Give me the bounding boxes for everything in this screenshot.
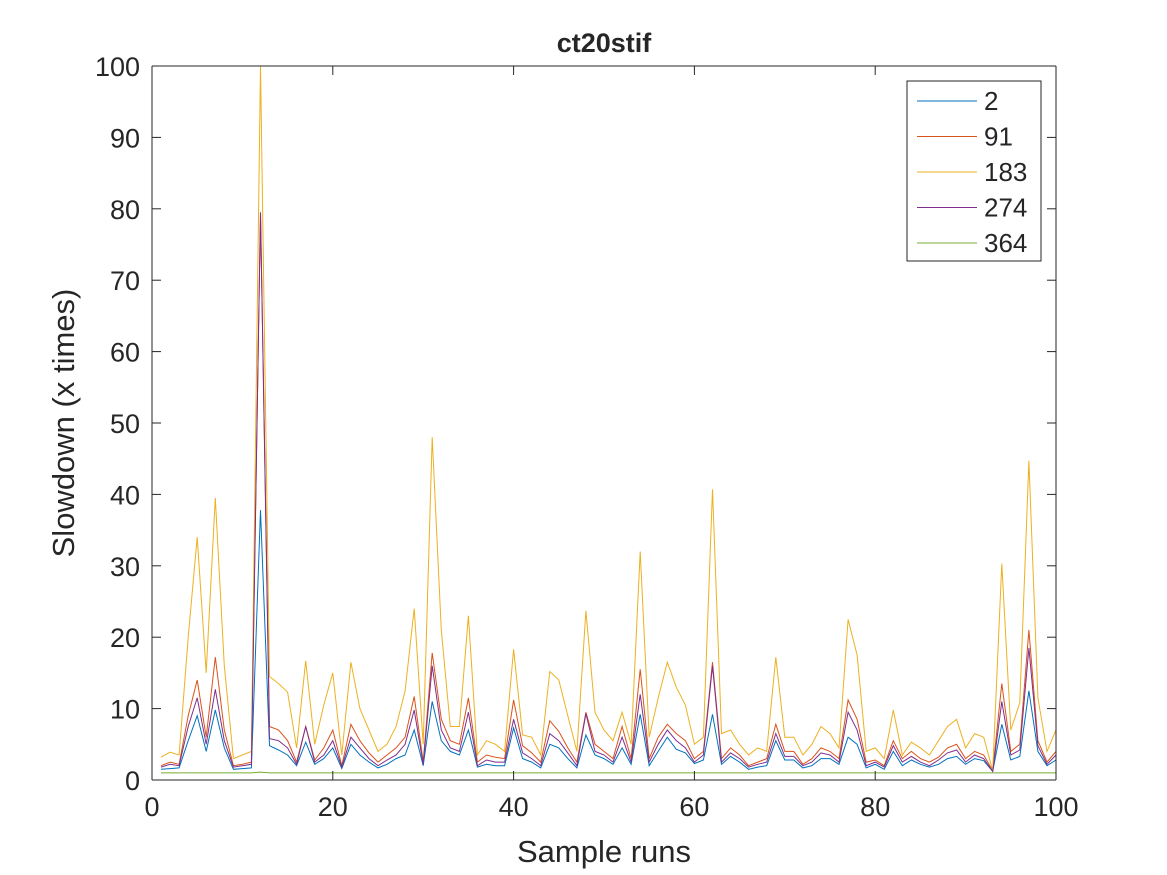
- x-tick-label: 80: [860, 792, 890, 822]
- legend-label-274: 274: [984, 193, 1027, 223]
- series-layer: [160, 65, 1057, 774]
- y-tick-label: 10: [110, 695, 140, 725]
- y-tick-label: 30: [110, 552, 140, 582]
- plot-area: [152, 66, 1056, 780]
- y-tick-label: 50: [110, 409, 140, 439]
- y-tick-label: 0: [125, 766, 140, 796]
- y-axis-label: Slowdown (x times): [46, 289, 81, 558]
- legend-label-2: 2: [984, 86, 998, 116]
- y-tick-label: 70: [110, 266, 140, 296]
- x-tick-label: 100: [1033, 792, 1078, 822]
- y-tick-label: 80: [110, 195, 140, 225]
- x-tick-label: 60: [679, 792, 709, 822]
- chart-title: ct20stif: [557, 28, 653, 58]
- legend-label-364: 364: [984, 228, 1027, 258]
- legend-box: [906, 80, 1042, 262]
- y-tick-label: 90: [110, 123, 140, 153]
- legend-label-183: 183: [984, 157, 1027, 187]
- y-tick-label: 40: [110, 480, 140, 510]
- y-tick-label: 60: [110, 338, 140, 368]
- x-axis-label: Sample runs: [517, 834, 691, 869]
- legend-label-91: 91: [984, 122, 1013, 152]
- y-tick-label: 20: [110, 623, 140, 653]
- legend: 2 91 183 274 364: [906, 80, 1042, 262]
- ticks-layer: 0 20 40 60 80 100 0 10 20 30 40 50 60 70 80 90 100: [95, 52, 1079, 822]
- x-tick-label: 20: [318, 792, 348, 822]
- x-tick-label: 0: [144, 792, 159, 822]
- series-line-274: [160, 212, 1057, 773]
- x-tick-label: 40: [499, 792, 529, 822]
- series-line-364: [161, 771, 1056, 774]
- series-line-183: [160, 65, 1057, 771]
- y-tick-label: 100: [95, 52, 140, 82]
- series-line-2: [160, 510, 1057, 773]
